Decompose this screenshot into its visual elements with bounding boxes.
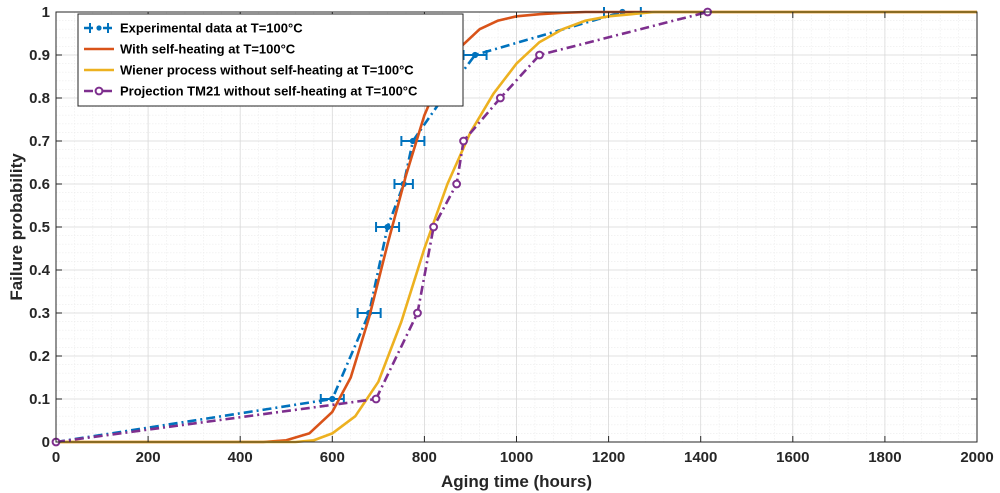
data-point — [429, 222, 439, 232]
x-tick-label: 0 — [52, 449, 60, 466]
legend-label: Projection TM21 without self-heating at … — [120, 84, 418, 99]
y-tick-label: 1 — [42, 4, 50, 21]
legend-label: Experimental data at T=100°C — [120, 21, 303, 36]
x-axis-label: Aging time (hours) — [441, 472, 592, 491]
y-tick-label: 0.4 — [29, 262, 51, 279]
y-axis-label: Failure probability — [7, 153, 26, 301]
series-projection-tm21 — [51, 7, 713, 447]
data-point — [459, 136, 468, 146]
legend-item-experimental-data: Experimental data at T=100°C — [84, 21, 303, 36]
data-point — [471, 51, 479, 59]
y-tick-label: 0 — [42, 434, 50, 451]
x-tick-label: 600 — [320, 449, 345, 466]
data-point — [535, 50, 544, 60]
x-tick-label: 1000 — [500, 449, 533, 466]
y-tick-label: 0.1 — [29, 391, 50, 408]
legend-label: With self-heating at T=100°C — [120, 42, 296, 57]
data-point — [384, 223, 391, 231]
series-wiener-process — [56, 10, 977, 444]
y-tick-label: 0.8 — [29, 90, 50, 107]
legend-marker — [96, 25, 102, 31]
x-tick-label: 400 — [228, 449, 253, 466]
y-tick-label: 0.9 — [29, 47, 50, 64]
legend-item-wiener-process: Wiener process without self-heating at T… — [84, 63, 414, 78]
y-tick-label: 0.2 — [29, 348, 50, 365]
y-tick-label: 0.6 — [29, 176, 50, 193]
x-tick-label: 1600 — [776, 449, 809, 466]
series-line-wiener-process — [56, 10, 977, 444]
legend-item-projection-tm21: Projection TM21 without self-heating at … — [84, 84, 418, 99]
x-tick-label: 200 — [136, 449, 161, 466]
legend-item-self-heating: With self-heating at T=100°C — [84, 42, 296, 57]
y-axis-tick-labels: 0 0.1 0.2 0.3 0.4 0.5 0.6 0.7 0.8 0.9 1 — [29, 4, 51, 451]
y-tick-label: 0.5 — [29, 219, 50, 236]
data-point — [413, 308, 422, 318]
x-tick-label: 1800 — [868, 449, 901, 466]
y-tick-label: 0.3 — [29, 305, 50, 322]
x-axis-tick-labels: 0 200 400 600 800 1000 1200 1400 1600 1800 2000 — [52, 449, 994, 466]
x-tick-label: 2000 — [960, 449, 993, 466]
x-tick-label: 1400 — [684, 449, 717, 466]
data-point — [495, 93, 505, 103]
legend-box — [77, 13, 464, 107]
x-tick-label: 800 — [412, 449, 437, 466]
data-point — [452, 179, 462, 189]
x-tick-label: 1200 — [592, 449, 625, 466]
data-point — [371, 394, 381, 404]
data-point — [329, 395, 336, 403]
y-tick-label: 0.7 — [29, 133, 50, 150]
legend-label: Wiener process without self-heating at T… — [120, 63, 414, 78]
legend-marker — [94, 86, 104, 96]
legend: Experimental data at T=100°C With self-he… — [77, 13, 464, 107]
